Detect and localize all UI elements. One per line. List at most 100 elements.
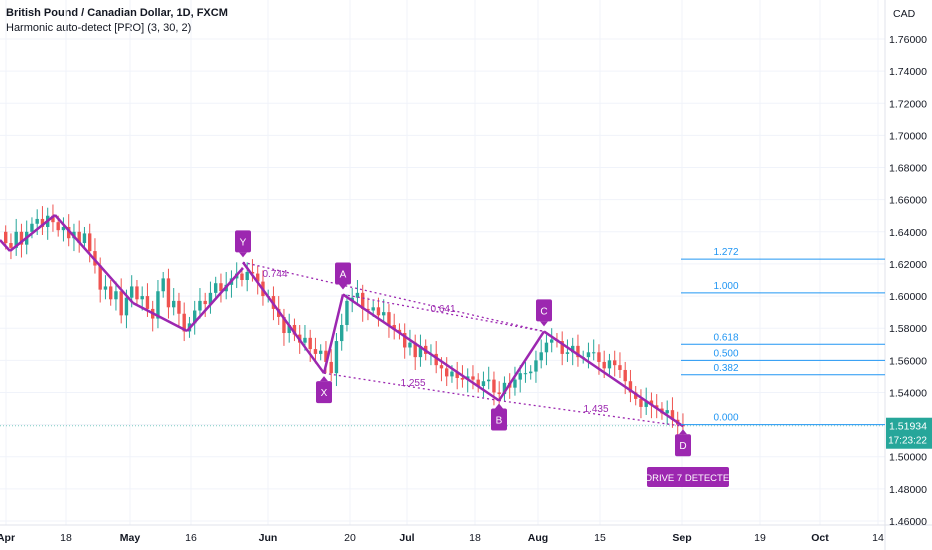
candle-body[interactable] — [492, 379, 496, 393]
candle-body[interactable] — [130, 286, 134, 298]
candle-body[interactable] — [340, 324, 344, 342]
candle-body[interactable] — [518, 373, 522, 380]
pattern-point-a[interactable] — [335, 262, 351, 285]
candle-body[interactable] — [560, 341, 564, 354]
candle-body[interactable] — [61, 226, 66, 231]
candle-body[interactable] — [613, 360, 617, 366]
candle-body[interactable] — [14, 231, 18, 248]
candle-body[interactable] — [623, 369, 627, 382]
candle-body[interactable] — [607, 360, 612, 369]
candle-body[interactable] — [550, 339, 554, 343]
candle-body[interactable] — [371, 307, 375, 311]
candle-body[interactable] — [481, 381, 486, 387]
candle-body[interactable] — [434, 353, 438, 366]
candle-body[interactable] — [219, 283, 223, 292]
candle-body[interactable] — [161, 278, 165, 292]
candle-body[interactable] — [539, 352, 543, 361]
candle-body[interactable] — [408, 342, 412, 348]
candle-body[interactable] — [376, 307, 381, 316]
candle-body[interactable] — [98, 265, 102, 290]
candle-body[interactable] — [240, 273, 244, 280]
candle-body[interactable] — [56, 222, 60, 231]
candle-body[interactable] — [292, 324, 297, 335]
candle-body[interactable] — [51, 215, 55, 223]
candle-body[interactable] — [618, 365, 622, 370]
candle-body[interactable] — [565, 352, 570, 354]
pattern-detected-badge[interactable] — [647, 467, 729, 487]
candle-body[interactable] — [597, 352, 601, 362]
candle-body[interactable] — [203, 300, 207, 305]
pattern-point-d[interactable] — [675, 434, 691, 457]
candle-body[interactable] — [245, 271, 249, 280]
candle-body[interactable] — [529, 371, 533, 374]
pattern-point-b[interactable] — [491, 408, 507, 431]
candle-body[interactable] — [124, 297, 129, 316]
candle-body[interactable] — [665, 410, 669, 414]
candle-body[interactable] — [103, 286, 108, 290]
candle-body[interactable] — [282, 316, 286, 334]
candle-body[interactable] — [628, 381, 633, 393]
candle-body[interactable] — [166, 278, 171, 308]
candle-body[interactable] — [403, 333, 407, 348]
candle-body[interactable] — [67, 226, 71, 239]
candle-body[interactable] — [418, 345, 423, 358]
candle-body[interactable] — [30, 223, 34, 232]
candle-body[interactable] — [9, 243, 13, 248]
candle-body[interactable] — [313, 349, 318, 354]
candle-body[interactable] — [576, 345, 580, 358]
candle-body[interactable] — [476, 379, 480, 387]
current-price-badge[interactable] — [886, 417, 932, 449]
candle-body[interactable] — [382, 312, 386, 316]
candle-body[interactable] — [4, 231, 8, 244]
candle-body[interactable] — [644, 400, 648, 407]
indicator-title[interactable]: Harmonic auto-detect [PRO] (3, 30, 2) — [6, 22, 192, 34]
candle-body[interactable] — [670, 410, 675, 420]
candle-body[interactable] — [497, 392, 501, 395]
candle-body[interactable] — [513, 379, 517, 388]
candle-body[interactable] — [455, 371, 459, 379]
candle-body[interactable] — [35, 218, 39, 224]
candle-body[interactable] — [182, 313, 186, 332]
candle-body[interactable] — [77, 231, 81, 244]
candle-body[interactable] — [634, 392, 638, 399]
candle-body[interactable] — [460, 378, 465, 380]
pattern-point-x[interactable] — [316, 381, 332, 404]
candle-body[interactable] — [193, 310, 197, 324]
candle-body[interactable] — [345, 300, 349, 325]
candle-body[interactable] — [177, 300, 181, 314]
candle-body[interactable] — [355, 292, 360, 298]
candle-body[interactable] — [366, 308, 370, 311]
candle-body[interactable] — [544, 342, 549, 353]
candle-body[interactable] — [450, 371, 454, 377]
candle-body[interactable] — [135, 286, 139, 300]
candle-body[interactable] — [250, 271, 255, 274]
candle-body[interactable] — [319, 350, 323, 354]
pattern-point-c[interactable] — [536, 299, 552, 322]
candle-body[interactable] — [88, 233, 92, 252]
candle-body[interactable] — [114, 291, 118, 300]
candle-body[interactable] — [571, 345, 575, 353]
candle-body[interactable] — [592, 352, 596, 354]
candle-body[interactable] — [471, 376, 475, 380]
candle-body[interactable] — [303, 337, 307, 343]
candle-body[interactable] — [649, 400, 654, 406]
candle-body[interactable] — [119, 291, 123, 316]
candle-body[interactable] — [140, 296, 144, 300]
candle-body[interactable] — [361, 292, 365, 309]
candle-body[interactable] — [413, 342, 417, 358]
candle-body[interactable] — [256, 273, 260, 282]
candle-body[interactable] — [487, 379, 491, 382]
candle-body[interactable] — [214, 283, 218, 293]
candle-body[interactable] — [534, 360, 538, 372]
symbol-title[interactable]: British Pound / Canadian Dollar, 1D, FXC… — [6, 7, 228, 19]
candle-body[interactable] — [502, 382, 507, 395]
candle-body[interactable] — [387, 312, 391, 325]
candle-body[interactable] — [445, 368, 449, 377]
candle-body[interactable] — [287, 324, 291, 334]
candle-body[interactable] — [329, 361, 333, 374]
candle-body[interactable] — [109, 286, 113, 300]
candle-body[interactable] — [324, 350, 328, 362]
candle-body[interactable] — [439, 365, 444, 369]
